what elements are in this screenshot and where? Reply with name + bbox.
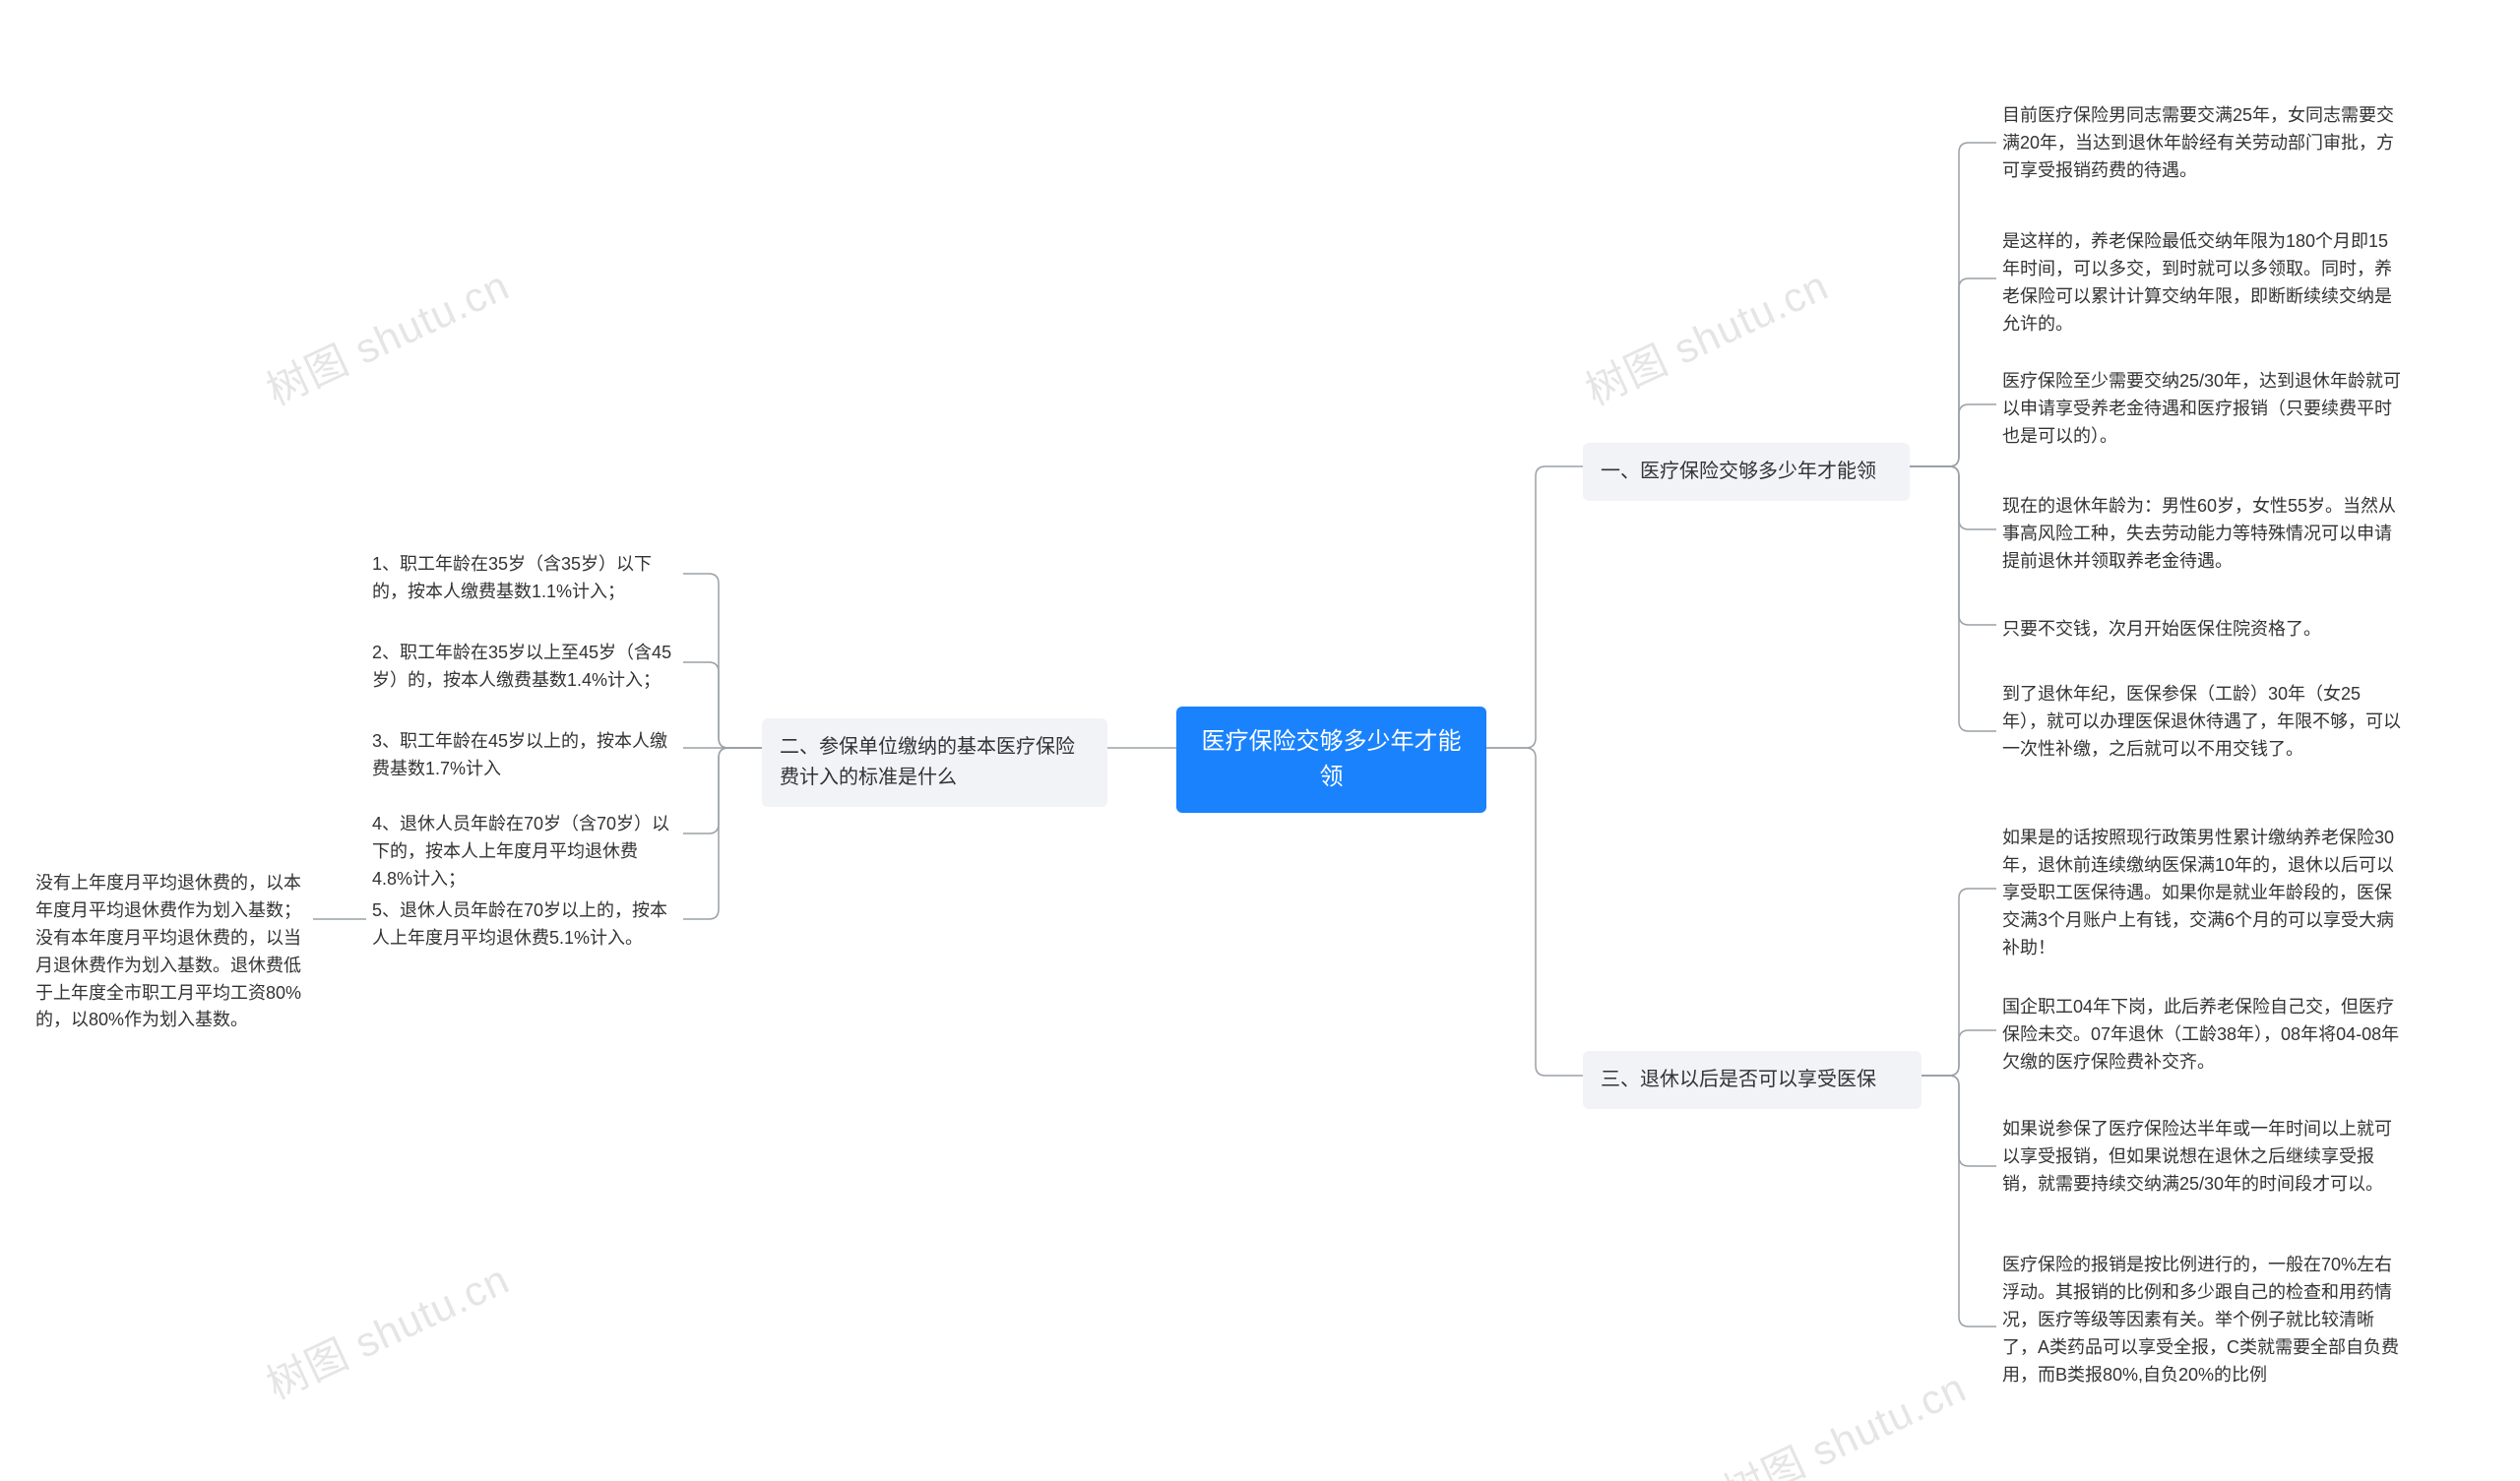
branch-2: 二、参保单位缴纳的基本医疗保险费计入的标准是什么: [762, 718, 1107, 807]
branch-1-leaf-0: 目前医疗保险男同志需要交满25年，女同志需要交满20年，当达到退休年龄经有关劳动…: [1996, 98, 2410, 189]
watermark: 树图 shutu.cn: [1575, 253, 1837, 417]
branch-3-leaf-2: 如果说参保了医疗保险达半年或一年时间以上就可以享受报销，但如果说想在退休之后继续…: [1996, 1112, 2410, 1203]
branch-1-leaf-3: 现在的退休年龄为：男性60岁，女性55岁。当然从事高风险工种，失去劳动能力等特殊…: [1996, 489, 2410, 580]
branch-2-leaf-4: 5、退休人员年龄在70岁以上的，按本人上年度月平均退休费5.1%计入。: [366, 894, 683, 956]
watermark: 树图 shutu.cn: [256, 253, 518, 417]
branch-2-leaf-0: 1、职工年龄在35岁（含35岁）以下的，按本人缴费基数1.1%计入；: [366, 547, 683, 610]
branch-3-leaf-1: 国企职工04年下岗，此后养老保险自己交，但医疗保险未交。07年退休（工龄38年）…: [1996, 990, 2410, 1080]
branch-1-leaf-1: 是这样的，养老保险最低交纳年限为180个月即15年时间，可以多交，到时就可以多领…: [1996, 224, 2410, 342]
branch-2-leaf-2: 3、职工年龄在45岁以上的，按本人缴费基数1.7%计入: [366, 724, 683, 787]
branch-2-leaf-1: 2、职工年龄在35岁以上至45岁（含45岁）的，按本人缴费基数1.4%计入；: [366, 636, 683, 699]
watermark: 树图 shutu.cn: [256, 1247, 518, 1411]
branch-3-label: 三、退休以后是否可以享受医保: [1601, 1069, 1876, 1090]
branch-1-leaf-2: 医疗保险至少需要交纳25/30年，达到退休年龄就可以申请享受养老金待遇和医疗报销…: [1996, 364, 2410, 455]
branch-3-leaf-3: 医疗保险的报销是按比例进行的，一般在70%左右浮动。其报销的比例和多少跟自己的检…: [1996, 1248, 2410, 1392]
branch-1: 一、医疗保险交够多少年才能领: [1583, 443, 1910, 501]
branch-2-label: 二、参保单位缴纳的基本医疗保险费计入的标准是什么: [780, 736, 1075, 788]
root-label: 医疗保险交够多少年才能领: [1202, 728, 1462, 790]
branch-2-leaf-4-sub: 没有上年度月平均退休费的，以本年度月平均退休费作为划入基数；没有本年度月平均退休…: [30, 866, 313, 1038]
branch-1-leaf-4: 只要不交钱，次月开始医保住院资格了。: [1996, 612, 2410, 648]
branch-1-leaf-5: 到了退休年纪，医保参保（工龄）30年（女25年），就可以办理医保退休待遇了，年限…: [1996, 677, 2410, 768]
branch-2-leaf-3: 4、退休人员年龄在70岁（含70岁）以下的，按本人上年度月平均退休费4.8%计入…: [366, 807, 683, 897]
branch-3: 三、退休以后是否可以享受医保: [1583, 1051, 1922, 1109]
branch-1-label: 一、医疗保险交够多少年才能领: [1601, 461, 1876, 482]
watermark: 树图 shutu.cn: [1713, 1355, 1975, 1481]
root-node: 医疗保险交够多少年才能领: [1176, 707, 1486, 813]
branch-3-leaf-0: 如果是的话按照现行政策男性累计缴纳养老保险30年，退休前连续缴纳医保满10年的，…: [1996, 821, 2410, 965]
